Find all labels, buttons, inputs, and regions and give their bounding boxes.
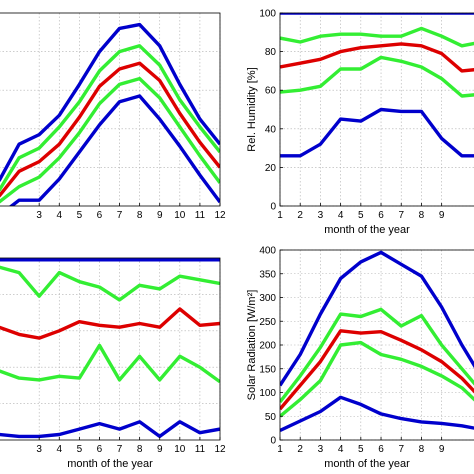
x-tick-label: 9 (439, 444, 445, 455)
series-line-green-4 (0, 343, 220, 384)
series-line-red-3 (280, 329, 474, 411)
y-tick-label: 0 (270, 436, 276, 447)
y-axis-label: Solar Radiation [W/m²] (246, 290, 258, 401)
x-tick-label: 6 (97, 444, 103, 455)
y-tick-label: 40 (265, 124, 277, 135)
series-line-blue-5 (8, 94, 220, 206)
x-tick-label: 6 (378, 210, 384, 221)
x-tick-label: 7 (398, 444, 404, 455)
x-tick-label: 4 (56, 210, 62, 221)
x-tick-label: 2 (297, 444, 303, 455)
x-tick-label: 7 (117, 444, 123, 455)
x-tick-label: 3 (318, 210, 324, 221)
x-tick-label: 4 (56, 444, 62, 455)
x-tick-label: 9 (439, 210, 445, 221)
x-tick-label: 8 (419, 444, 425, 455)
x-tick-label: 5 (77, 210, 83, 221)
x-tick-label: 7 (398, 210, 404, 221)
series-line-blue-1 (0, 22, 220, 182)
y-tick-label: 100 (259, 9, 276, 20)
x-tick-label: 8 (419, 210, 425, 221)
axes-frame (0, 257, 221, 441)
x-tick-label: 5 (77, 444, 83, 455)
y-tick-label: 0 (270, 202, 276, 213)
y-tick-label: 150 (259, 364, 276, 375)
y-tick-label: 200 (259, 341, 276, 352)
series-line-blue-1 (280, 250, 474, 387)
x-tick-label: 7 (117, 210, 123, 221)
x-axis-label: month of the year (324, 224, 410, 236)
series-line-red-3 (0, 307, 220, 340)
x-tick-label: 12 (214, 210, 226, 221)
series-line-green-4 (280, 340, 474, 418)
x-tick-label: 3 (36, 444, 42, 455)
series-line-green-4 (280, 55, 474, 98)
y-tick-label: 300 (259, 293, 276, 304)
x-axis-label: month of the year (67, 458, 153, 470)
panel-bottom-right: 1 2 3 4 5 6 7 8 9 0 50 100 150 200 250 300 350 400 month o… (246, 246, 474, 470)
y-tick-label: 60 (265, 86, 277, 97)
x-tick-label: 9 (157, 210, 163, 221)
y-tick-label: 50 (265, 412, 277, 423)
y-tick-label: 20 (265, 163, 277, 174)
series-line-red-3 (280, 42, 474, 73)
axes-frame (279, 12, 474, 207)
x-tick-label: 6 (97, 210, 103, 221)
y-tick-label: 350 (259, 269, 276, 280)
y-tick-label: 80 (265, 47, 277, 58)
series-line-green-2 (280, 26, 474, 48)
y-tick-label: 400 (259, 246, 276, 257)
x-tick-label: 10 (174, 444, 186, 455)
x-tick-label: 3 (318, 444, 324, 455)
panel-top-left: 3 4 5 6 7 8 9 10 11 12 (0, 12, 226, 221)
x-tick-label: 5 (358, 210, 364, 221)
y-axis-label: Rel. Humidity [%] (246, 67, 258, 151)
x-tick-label: 11 (195, 444, 206, 455)
series-line-blue-5 (280, 395, 474, 433)
series-line-red-3 (0, 61, 220, 198)
x-tick-label: 2 (297, 210, 303, 221)
x-tick-label: 1 (277, 210, 283, 221)
series-line-blue-5 (0, 420, 220, 439)
x-tick-label: 3 (36, 210, 42, 221)
axes-frame (0, 12, 221, 207)
panel-top-right: 1 2 3 4 5 6 7 8 9 0 20 40 60 80 100 month of the year Re… (246, 9, 474, 236)
x-tick-label: 9 (157, 444, 163, 455)
x-tick-label: 10 (174, 210, 186, 221)
x-tick-label: 11 (195, 210, 206, 221)
x-tick-label: 1 (277, 444, 283, 455)
series-line-green-2 (0, 44, 220, 192)
x-axis-label: month of the year (324, 458, 410, 470)
y-tick-label: 250 (259, 317, 276, 328)
panel-bottom-left: 3 4 5 6 7 8 9 10 11 12 month of the year (0, 257, 226, 470)
x-tick-label: 5 (358, 444, 364, 455)
series-line-green-4 (0, 76, 220, 204)
x-tick-label: 6 (378, 444, 384, 455)
x-tick-label: 8 (137, 444, 143, 455)
x-tick-label: 8 (137, 210, 143, 221)
x-tick-label: 4 (338, 444, 344, 455)
y-tick-label: 100 (259, 388, 276, 399)
series-line-green-2 (280, 307, 474, 404)
x-tick-label: 12 (214, 444, 226, 455)
x-tick-label: 4 (338, 210, 344, 221)
series-line-green-2 (0, 265, 220, 302)
series-line-blue-5 (280, 107, 474, 158)
